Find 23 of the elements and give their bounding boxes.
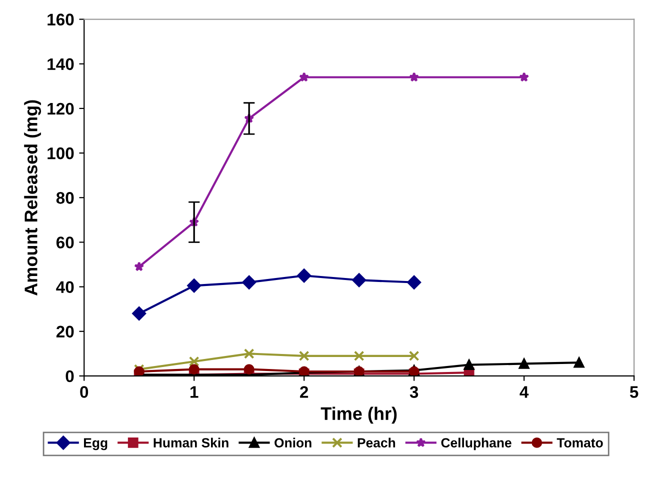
y-tick-label: 20 — [56, 326, 74, 338]
y-tick-label: 0 — [66, 370, 74, 382]
y-tick-label: 80 — [56, 192, 74, 204]
y-tick-label: 40 — [56, 281, 74, 293]
x-tick-label: 5 — [630, 386, 638, 398]
y-tick-label: 60 — [56, 236, 74, 248]
x-tick-label: 3 — [410, 386, 418, 398]
x-axis-title: Time (hr) — [320, 406, 397, 424]
y-tick-label: 140 — [48, 58, 74, 70]
y-axis-title: Amount Released (mg) — [24, 100, 42, 296]
y-tick-label: 120 — [48, 102, 74, 115]
legend-label: Celluphane — [441, 438, 512, 450]
legend-label: Human Skin — [154, 438, 228, 448]
legend-label: Tomato — [556, 438, 603, 448]
legend-label: Onion — [274, 438, 312, 448]
x-tick-label: 1 — [190, 386, 198, 398]
legend-label: Peach — [358, 438, 396, 448]
x-tick-label: 0 — [80, 386, 88, 398]
legend-label: Egg — [84, 438, 108, 450]
x-tick-label: 2 — [300, 386, 308, 398]
y-tick-label: 100 — [48, 147, 74, 160]
y-tick-label: 160 — [48, 14, 74, 26]
x-tick-label: 4 — [520, 386, 529, 398]
